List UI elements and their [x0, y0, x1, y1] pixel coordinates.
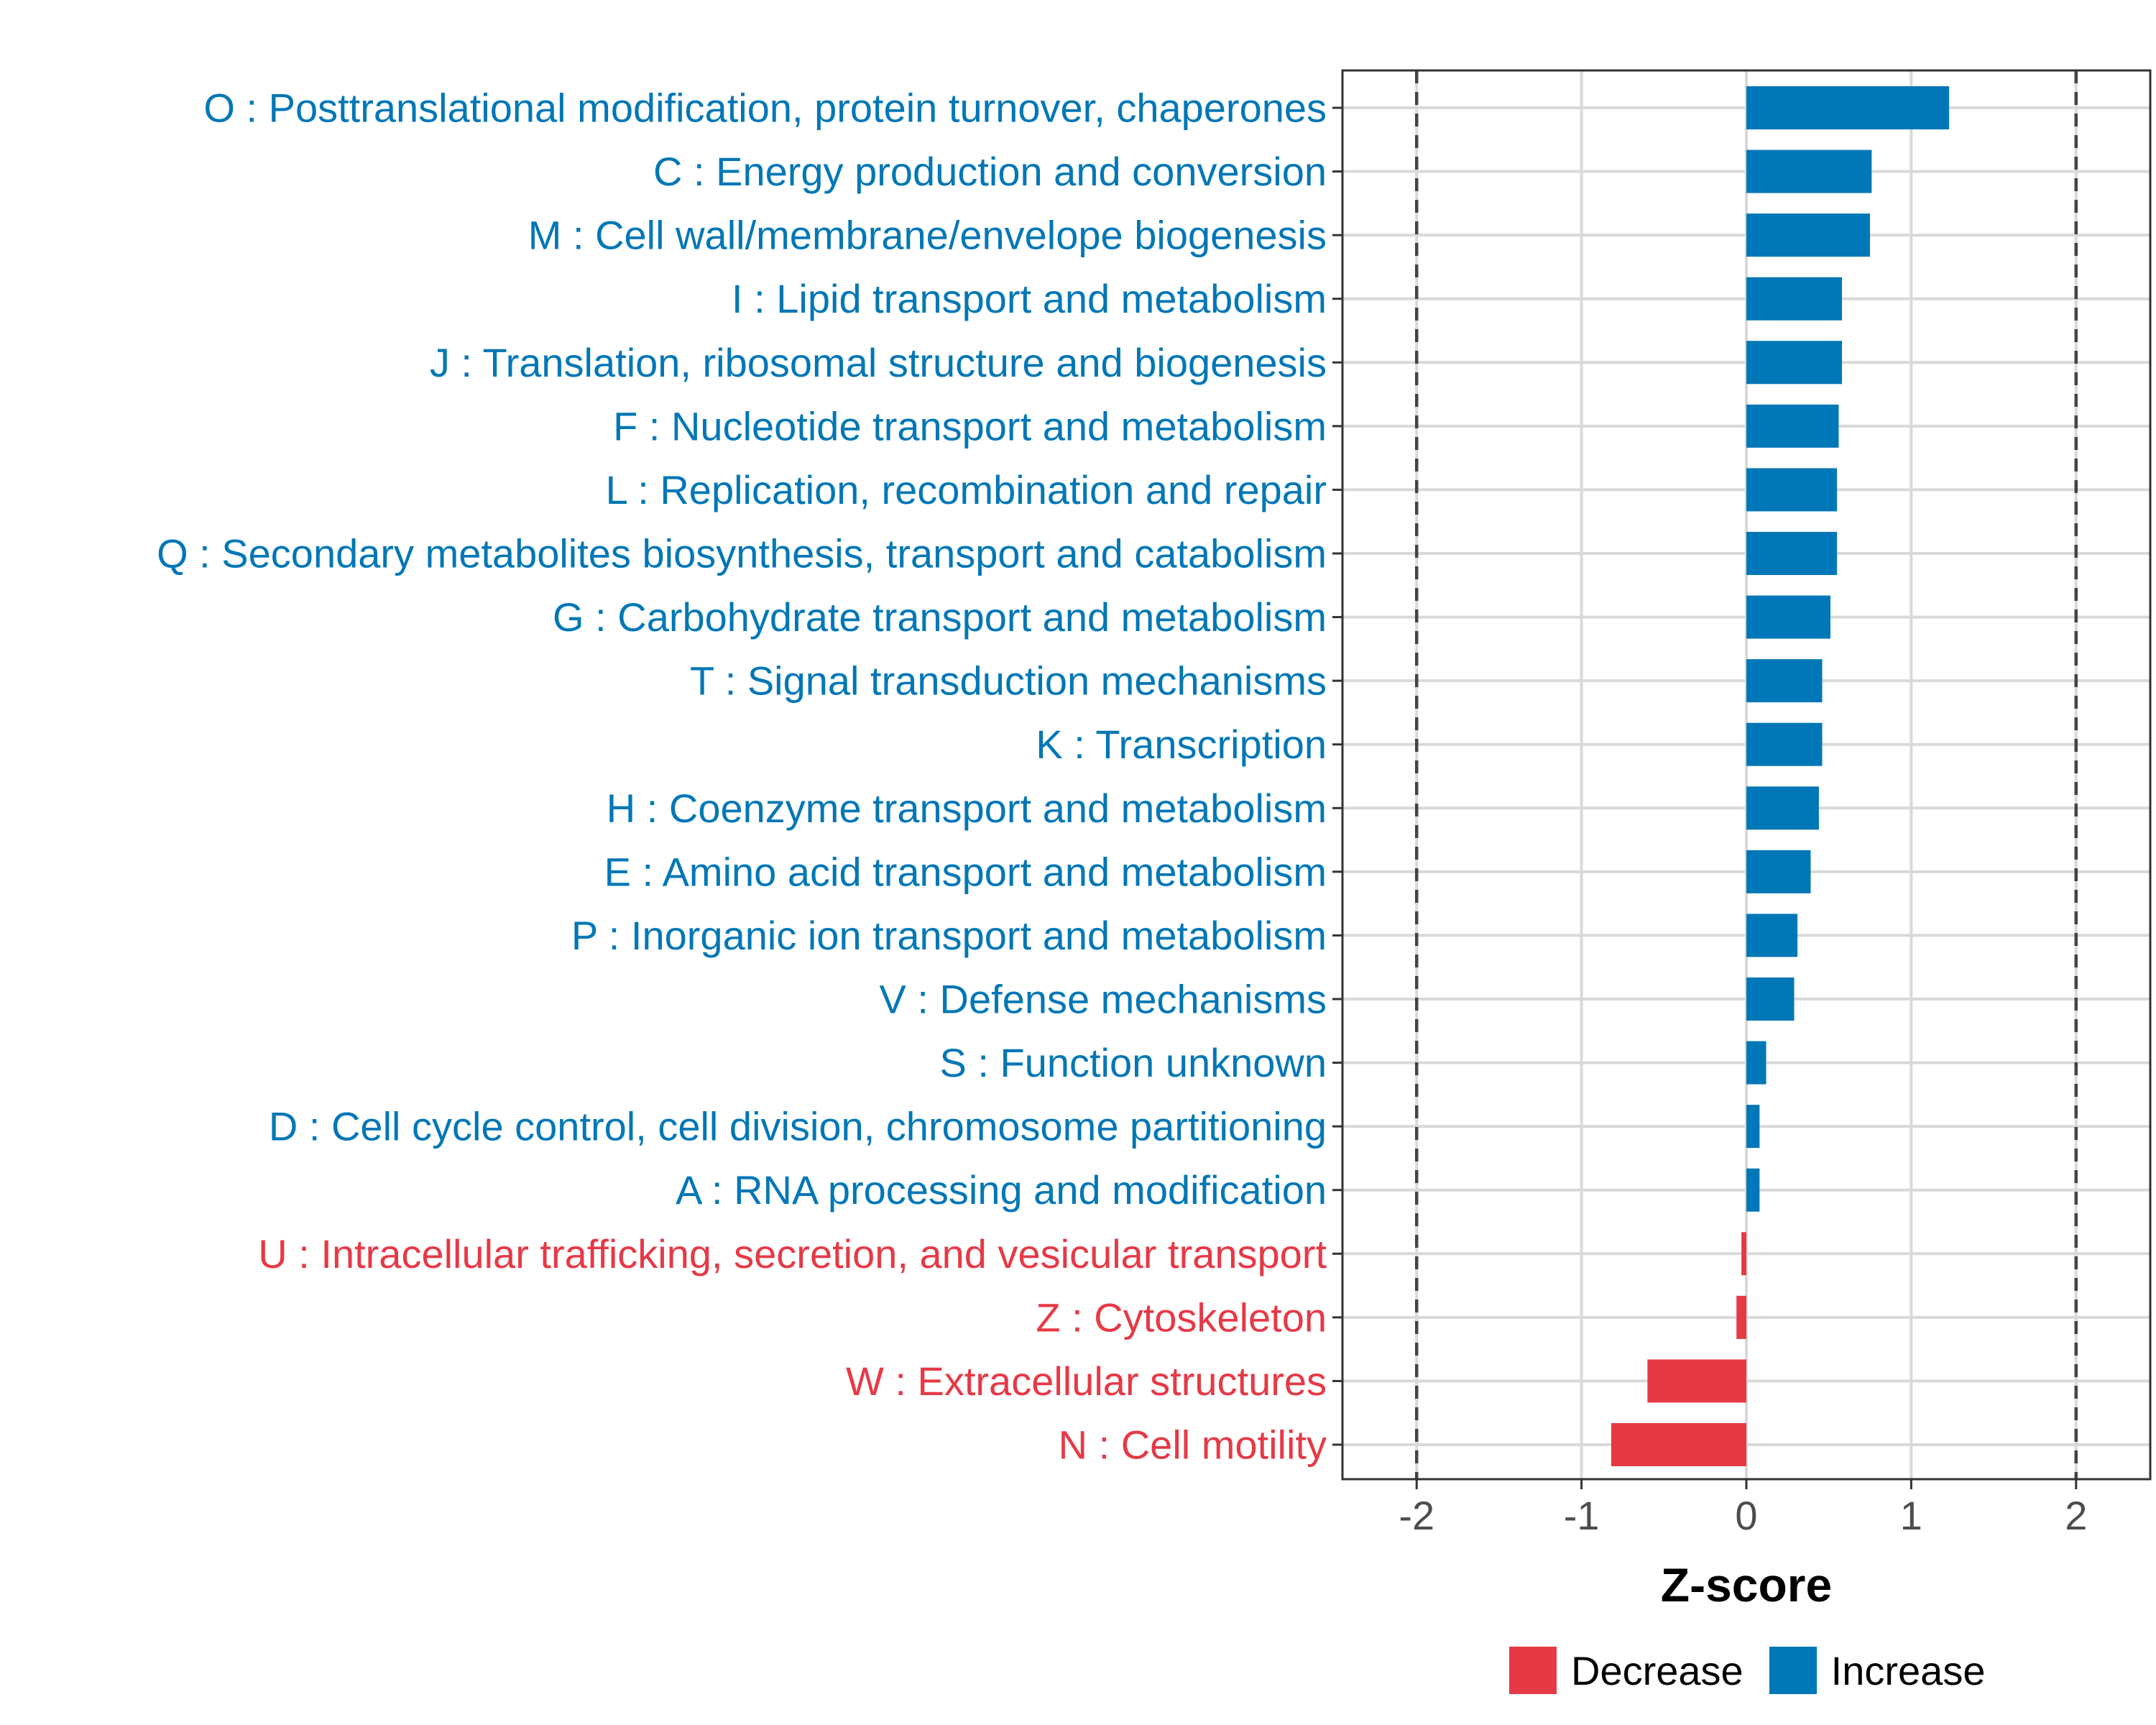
legend: Decrease Increase [1509, 1644, 2011, 1696]
y-tick-label-12: E : Amino acid transport and metabolism [604, 849, 1327, 894]
bar-18 [1741, 1232, 1746, 1276]
y-tick-label-4: J : Translation, ribosomal structure and… [430, 340, 1327, 385]
y-tick-label-6: L : Replication, recombination and repai… [606, 467, 1327, 512]
x-tick-label-4: 2 [2065, 1493, 2087, 1538]
x-tick-label-2: 0 [1735, 1493, 1757, 1538]
y-tick-label-17: A : RNA processing and modification [676, 1167, 1327, 1213]
y-tick-label-9: T : Signal transduction mechanisms [690, 658, 1327, 704]
bar-15 [1746, 1041, 1766, 1085]
bar-5 [1746, 404, 1839, 448]
y-tick-label-0: O : Posttranslational modification, prot… [203, 86, 1327, 131]
legend-label-increase: Increase [1830, 1647, 1986, 1693]
bar-4 [1746, 341, 1843, 385]
bar-17 [1746, 1168, 1760, 1212]
bar-13 [1746, 914, 1798, 957]
y-tick-label-16: D : Cell cycle control, cell division, c… [269, 1104, 1327, 1149]
bar-10 [1746, 722, 1823, 766]
y-tick-label-5: F : Nucleotide transport and metabolism [613, 403, 1327, 448]
bar-21 [1611, 1423, 1746, 1466]
bar-14 [1746, 978, 1795, 1021]
y-tick-label-7: Q : Secondary metabolites biosynthesis, … [157, 531, 1327, 576]
y-tick-label-19: Z : Cytoskeleton [1036, 1294, 1327, 1340]
legend-swatch-increase [1769, 1647, 1817, 1694]
y-tick-label-10: K : Transcription [1036, 722, 1327, 767]
y-tick-label-1: C : Energy production and conversion [653, 149, 1327, 194]
x-axis-title: Z-score [1661, 1558, 1832, 1611]
y-tick-label-21: N : Cell motility [1059, 1422, 1327, 1468]
x-tick-label-0: -2 [1399, 1493, 1434, 1538]
bar-6 [1746, 468, 1838, 512]
legend-label-decrease: Decrease [1571, 1647, 1743, 1693]
bar-2 [1746, 213, 1871, 257]
bar-1 [1746, 150, 1872, 193]
bar-7 [1746, 532, 1838, 575]
bar-0 [1746, 86, 1950, 129]
y-tick-label-20: W : Extracellular structures [846, 1358, 1327, 1404]
bar-16 [1746, 1105, 1760, 1149]
legend-item-increase: Increase [1769, 1647, 1986, 1694]
y-tick-label-15: S : Function unknown [939, 1040, 1327, 1085]
y-tick-label-8: G : Carbohydrate transport and metabolis… [553, 594, 1327, 640]
bar-9 [1746, 659, 1823, 703]
bar-3 [1746, 277, 1843, 321]
x-tick-label-3: 1 [1900, 1493, 1922, 1538]
x-tick-label-1: -1 [1564, 1493, 1600, 1538]
y-tick-label-2: M : Cell wall/membrane/envelope biogenes… [528, 213, 1327, 258]
y-tick-label-3: I : Lipid transport and metabolism [732, 276, 1327, 321]
bar-11 [1746, 786, 1819, 830]
bar-8 [1746, 595, 1830, 639]
y-tick-label-14: V : Defense mechanisms [880, 977, 1327, 1022]
bar-12 [1746, 850, 1811, 893]
bar-19 [1736, 1295, 1746, 1339]
bar-20 [1647, 1359, 1746, 1403]
legend-item-decrease: Decrease [1509, 1647, 1743, 1694]
y-tick-label-11: H : Coenzyme transport and metabolism [607, 786, 1327, 831]
legend-swatch-decrease [1509, 1647, 1557, 1694]
y-tick-label-18: U : Intracellular trafficking, secretion… [258, 1231, 1327, 1276]
y-tick-label-13: P : Inorganic ion transport and metaboli… [571, 913, 1327, 958]
